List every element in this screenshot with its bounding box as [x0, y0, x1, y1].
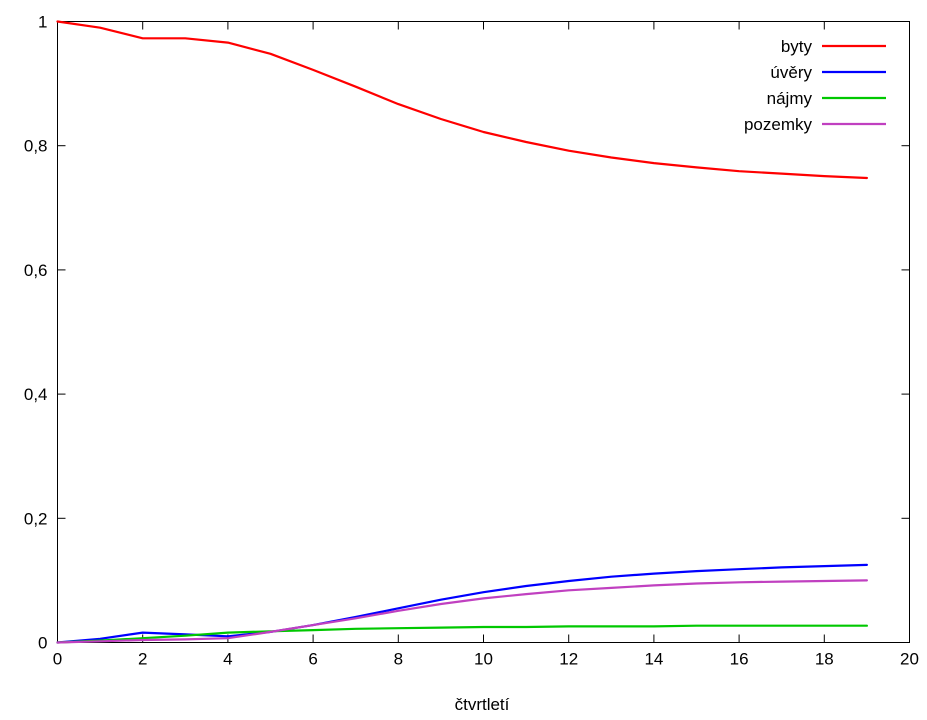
series-line-úvěry	[56, 563, 869, 644]
legend-label: nájmy	[767, 89, 813, 108]
series-line-pozemky	[56, 579, 869, 644]
series-line-nájmy	[56, 624, 869, 644]
y-tick-label: 0,8	[24, 137, 48, 156]
y-tick-label: 1	[38, 13, 47, 32]
x-tick-label: 10	[474, 650, 493, 669]
series-line-byty	[56, 20, 869, 180]
y-tick-label: 0	[38, 634, 47, 653]
x-tick-label: 14	[644, 650, 663, 669]
y-tick-label: 0,6	[24, 261, 48, 280]
x-tick-label: 8	[394, 650, 403, 669]
x-tick-label: 18	[815, 650, 834, 669]
y-tick-label: 0,2	[24, 509, 48, 528]
x-tick-label: 12	[559, 650, 578, 669]
x-tick-label: 4	[223, 650, 232, 669]
series-lines	[56, 20, 869, 644]
legend-label: úvěry	[770, 63, 812, 82]
axis-tick-labels: 0 2 4 6 8 10 12 14 16 18 20 0 0,2 0,4 0,6 0,8 1	[24, 13, 919, 669]
x-tick-label: 20	[900, 650, 919, 669]
x-tick-label: 0	[53, 650, 62, 669]
legend-label: pozemky	[744, 115, 813, 134]
x-axis-label: čtvrtletí	[455, 695, 510, 714]
x-tick-label: 6	[308, 650, 317, 669]
legend-label: byty	[781, 37, 813, 56]
axis-ticks	[57, 21, 910, 643]
x-tick-label: 16	[730, 650, 749, 669]
x-tick-label: 2	[138, 650, 147, 669]
y-tick-label: 0,4	[24, 385, 48, 404]
legend: byty úvěry nájmy pozemky	[744, 37, 886, 134]
